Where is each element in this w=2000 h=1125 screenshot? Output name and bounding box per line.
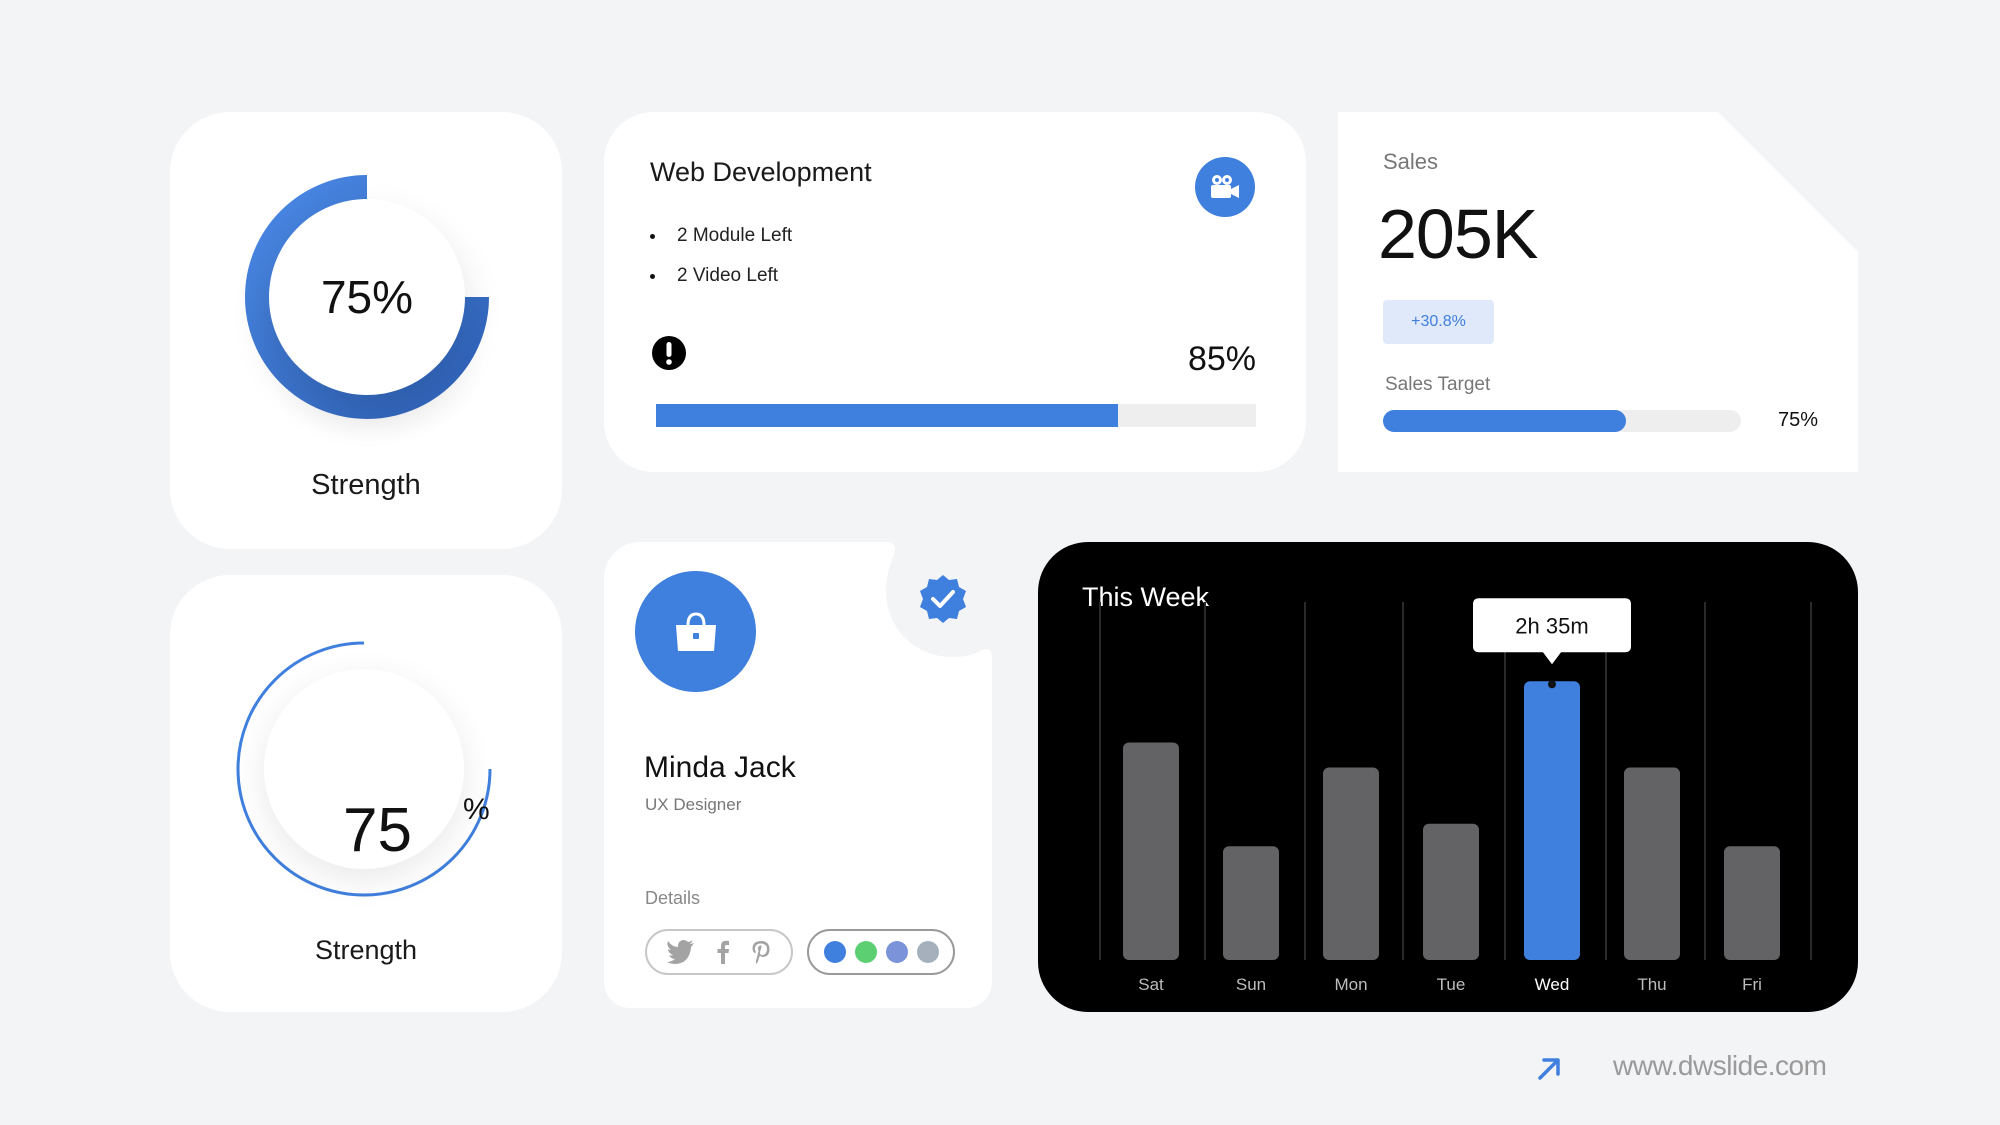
bar-wed[interactable]: [1524, 681, 1580, 960]
verified-badge-icon: [920, 575, 966, 623]
x-tick-label: Tue: [1437, 975, 1466, 994]
strength-label-2: Strength: [314, 935, 418, 965]
x-tick-label: Thu: [1637, 975, 1666, 994]
facebook-icon[interactable]: [716, 940, 730, 964]
list-item: 2 Video Left: [650, 256, 792, 296]
color-swatch-gray[interactable]: [916, 941, 939, 963]
tooltip: [1473, 598, 1631, 665]
color-swatch-green[interactable]: [854, 941, 877, 963]
sales-card: Sales 205K +30.8% Sales Target 75%: [1338, 112, 1858, 472]
this-week-bar-chart: Sat Sun Mon Tue Wed 2h 35m Thu Fri: [1099, 598, 1812, 994]
color-swatch-lavender[interactable]: [885, 941, 908, 963]
strength-label-1: Strength: [311, 469, 421, 501]
strength-ring-2: 75 %: [230, 635, 498, 903]
bar-fri[interactable]: [1724, 846, 1780, 960]
course-title: Web Development: [650, 157, 872, 187]
sales-value: 205K: [1378, 195, 1538, 273]
sales-target-value: 75%: [1778, 409, 1819, 431]
sales-change-badge: +30.8%: [1383, 300, 1494, 344]
strength-card-2: 75 % Strength: [170, 575, 562, 1012]
color-swatches: [807, 929, 955, 975]
course-progress-bar: [656, 404, 1256, 427]
color-swatch-blue[interactable]: [823, 941, 846, 963]
strength-value-2: 75: [343, 796, 412, 865]
twitter-icon[interactable]: [667, 940, 695, 964]
web-development-card[interactable]: Web Development 2 Module Left 2 Video Le…: [604, 112, 1306, 472]
bar-sun[interactable]: [1223, 846, 1279, 960]
profile-role: UX Designer: [645, 795, 742, 814]
strength-card-1: 75% Strength: [170, 112, 562, 549]
list-item: 2 Module Left: [650, 216, 792, 256]
strength-value-1: 75%: [269, 199, 465, 395]
strength-ring-1: 75%: [245, 175, 489, 445]
briefcase-icon: [635, 571, 756, 692]
x-tick-label: Sat: [1138, 975, 1164, 994]
pinterest-icon[interactable]: [751, 940, 771, 964]
course-progress-value: 85%: [1187, 340, 1256, 378]
sales-label: Sales: [1383, 149, 1439, 174]
strength-unit-2: %: [463, 793, 490, 826]
x-tick-label: Sun: [1236, 975, 1266, 994]
x-tick-label: Fri: [1742, 975, 1762, 994]
bar-tue[interactable]: [1423, 823, 1479, 960]
sales-target-bar: [1383, 410, 1741, 432]
arrow-up-right-icon: [1538, 1058, 1560, 1080]
bar-mon[interactable]: [1323, 767, 1379, 961]
x-tick-label: Mon: [1334, 975, 1367, 994]
exclamation-icon: [652, 336, 686, 370]
x-tick-label: Wed: [1535, 975, 1570, 994]
bar-sat[interactable]: [1123, 742, 1179, 961]
video-camera-icon[interactable]: [1195, 157, 1255, 217]
footer-website-link[interactable]: www.dwslide.com: [1613, 1050, 1827, 1081]
chart-title: This Week: [1082, 582, 1210, 612]
this-week-chart-card: This Week Sat Sun Mon Tue Wed 2h 35m Thu Fri: [1038, 542, 1858, 1012]
bar-thu[interactable]: [1624, 767, 1680, 961]
highlight-marker: [1548, 680, 1556, 689]
social-links: [645, 929, 793, 975]
details-label: Details: [645, 888, 701, 908]
profile-name: Minda Jack: [644, 751, 796, 784]
sales-target-label: Sales Target: [1385, 374, 1491, 395]
profile-card[interactable]: Minda Jack UX Designer Details: [604, 542, 992, 1008]
tooltip-label: 2h 35m: [1515, 613, 1588, 638]
course-remaining-list: 2 Module Left 2 Video Left: [650, 216, 792, 296]
